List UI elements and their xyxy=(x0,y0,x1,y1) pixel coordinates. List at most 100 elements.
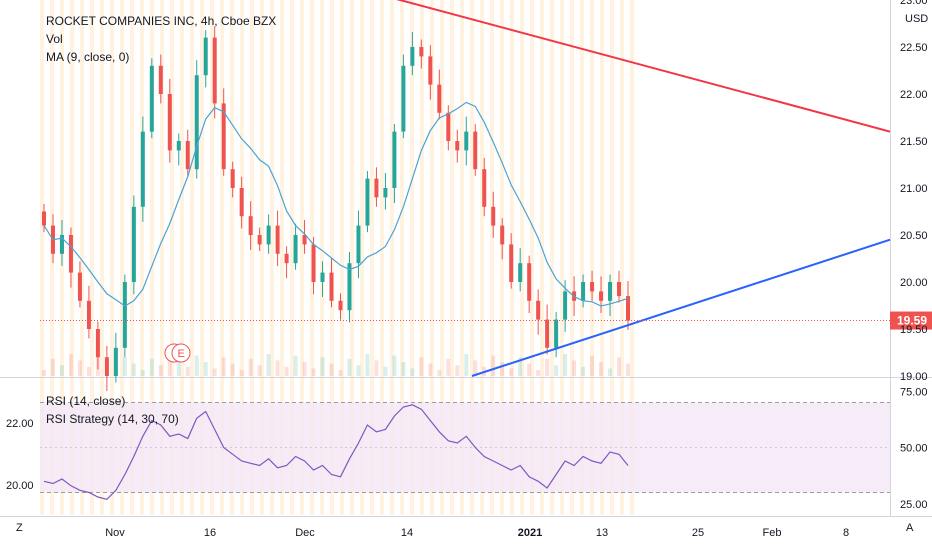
volume-bar xyxy=(446,358,451,376)
ma-legend[interactable]: MA (9, close, 0) xyxy=(46,50,130,64)
session-stripe xyxy=(80,0,84,515)
candle-body xyxy=(590,282,595,292)
candle-body xyxy=(122,282,127,348)
auto-scale-button[interactable]: A xyxy=(906,522,914,534)
candle-body xyxy=(437,84,442,113)
session-stripe xyxy=(440,0,444,515)
volume-bar xyxy=(194,355,199,376)
volume-bar xyxy=(518,357,523,376)
session-stripe xyxy=(460,0,464,515)
candle-body xyxy=(176,141,181,151)
volume-bar xyxy=(59,365,64,376)
rsi-legend-label[interactable]: RSI (14, close) xyxy=(46,394,126,408)
session-stripe xyxy=(260,0,264,515)
volume-bar xyxy=(410,368,415,376)
volume-bar xyxy=(167,354,172,376)
volume-bar xyxy=(563,354,568,376)
volume-bar xyxy=(257,365,262,376)
price-tick-label: 23.00 xyxy=(900,0,928,7)
session-stripe xyxy=(410,0,414,515)
time-tick-label: 13 xyxy=(596,527,608,539)
candle-body xyxy=(194,75,199,170)
session-stripe xyxy=(320,0,324,515)
candle-body xyxy=(446,112,451,141)
candle-body xyxy=(518,263,523,282)
volume-bar xyxy=(185,366,190,376)
volume-bar xyxy=(212,368,217,376)
candle-body xyxy=(599,291,604,301)
session-stripe xyxy=(550,0,554,515)
volume-legend[interactable]: Vol xyxy=(46,32,63,46)
session-stripes xyxy=(40,0,634,515)
candle-body xyxy=(554,319,559,348)
session-stripe xyxy=(390,0,394,515)
volume-bar xyxy=(491,355,496,376)
volume-bar xyxy=(536,370,541,376)
volume-bar xyxy=(77,360,82,376)
volume-bar xyxy=(617,357,622,376)
session-stripe xyxy=(50,0,54,515)
candle-body xyxy=(473,131,478,170)
candle-body xyxy=(95,329,100,358)
volume-bar xyxy=(248,358,253,376)
price-tick-label: 20.50 xyxy=(900,230,928,242)
volume-bar xyxy=(338,370,343,376)
candle-body xyxy=(104,357,109,376)
rsi-line xyxy=(43,404,629,500)
candle-body xyxy=(545,319,550,348)
volume-bar xyxy=(68,354,73,376)
session-stripe xyxy=(140,0,144,515)
rsi-left-tick-label: 20.00 xyxy=(6,480,34,492)
price-tick-label: 22.00 xyxy=(900,89,928,101)
rsi-strategy-label[interactable]: RSI Strategy (14, 30, 70) xyxy=(46,412,179,426)
session-stripe xyxy=(100,0,104,515)
time-tick-label: 14 xyxy=(401,527,413,539)
volume-bar xyxy=(347,358,352,376)
session-stripe xyxy=(170,0,174,515)
volume-bar xyxy=(383,366,388,376)
session-stripe xyxy=(250,0,254,515)
volume-bar xyxy=(500,362,505,376)
candle-body xyxy=(617,282,622,297)
volume-bar xyxy=(311,368,316,376)
volume-bar xyxy=(221,357,226,376)
candle-body xyxy=(491,206,496,226)
session-stripe xyxy=(280,0,284,515)
session-stripe xyxy=(470,0,474,515)
candle-body xyxy=(203,37,208,76)
candle-body xyxy=(248,216,253,235)
rsi-legend: RSI (14, close) RSI Strategy (14, 30, 70… xyxy=(46,392,179,428)
candle-body xyxy=(257,235,262,245)
candle-body xyxy=(392,131,397,188)
time-tick-label: Nov xyxy=(105,527,125,539)
time-tick-label: 8 xyxy=(843,527,849,539)
session-stripe xyxy=(270,0,274,515)
volume-bar xyxy=(455,365,460,376)
zoom-toggle-button[interactable]: Z xyxy=(16,522,23,534)
ma-line xyxy=(43,101,629,307)
volume-bar xyxy=(86,366,91,376)
volume-bar xyxy=(572,360,577,376)
volume-bar xyxy=(527,363,532,376)
candle-body xyxy=(320,272,325,282)
candle-body xyxy=(86,300,91,329)
candle-body xyxy=(401,65,406,132)
candle-body xyxy=(581,282,586,301)
price-tick-label: 21.50 xyxy=(900,136,928,148)
candle-body xyxy=(212,37,217,104)
volume-bar xyxy=(428,363,433,376)
symbol-title[interactable]: ROCKET COMPANIES INC, 4h, Cboe BZX xyxy=(46,14,277,28)
volume-bar xyxy=(437,370,442,376)
candle-body xyxy=(266,225,271,245)
candle-body xyxy=(329,272,334,301)
session-stripe xyxy=(610,0,614,515)
session-stripe xyxy=(480,0,484,515)
volume-bar xyxy=(149,358,154,376)
volume-bar xyxy=(419,357,424,376)
earnings-marker: E xyxy=(164,343,191,363)
session-stripe xyxy=(430,0,434,515)
session-stripe xyxy=(420,0,424,515)
time-tick-label: Feb xyxy=(763,527,782,539)
session-stripe xyxy=(570,0,574,515)
